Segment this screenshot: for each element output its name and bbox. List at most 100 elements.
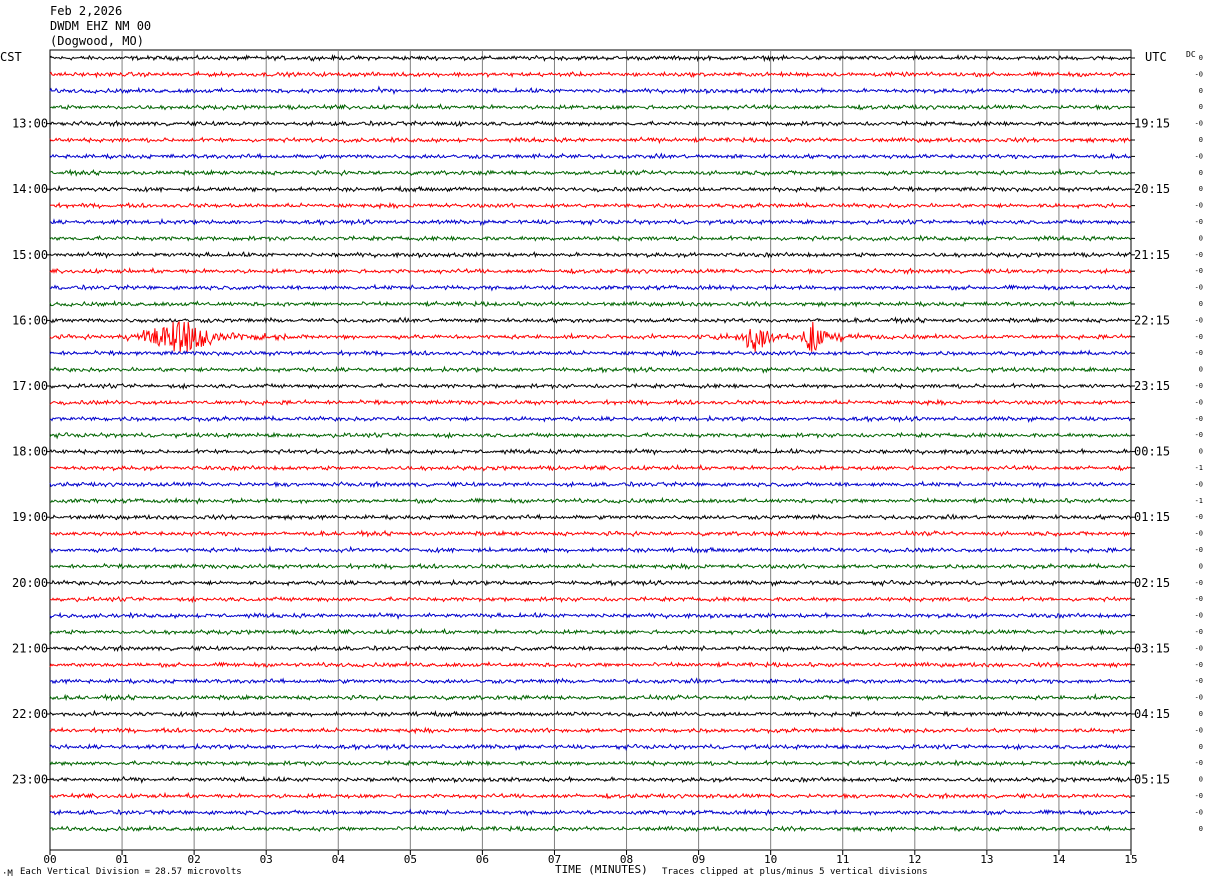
cst-hour-label: 21:00: [12, 641, 48, 655]
x-tick-label: 00: [43, 853, 56, 866]
dc-offset-label: -0: [1195, 431, 1203, 439]
cst-hour-label: 17:00: [12, 379, 48, 393]
x-tick-label: 06: [476, 853, 489, 866]
trace-line: [49, 791, 1131, 800]
trace-line: [49, 152, 1131, 161]
x-tick-label: 10: [764, 853, 777, 866]
trace-line: [49, 414, 1132, 424]
trace-line: [49, 496, 1131, 505]
cst-hour-label: 13:00: [12, 117, 48, 131]
utc-hour-label: 19:15: [1134, 117, 1170, 131]
trace-line: [49, 320, 1131, 352]
dc-offset-label: 0: [1199, 776, 1203, 784]
scale-label: Each Vertical Division =: [20, 867, 151, 877]
dc-offset-label: -0: [1195, 202, 1203, 210]
trace-line: [49, 119, 1131, 128]
trace-line: [50, 644, 1131, 653]
trace-line: [49, 775, 1131, 784]
trace-line: [49, 283, 1131, 292]
x-tick-label: 12: [908, 853, 921, 866]
dc-offset-label: -0: [1195, 120, 1203, 128]
dc-offset-label: -0: [1195, 546, 1203, 554]
trace-line: [49, 447, 1131, 456]
trace-line: [49, 316, 1131, 325]
x-tick-label: 03: [260, 853, 273, 866]
trace-line: [49, 824, 1131, 833]
dc-offset-label: -0: [1195, 349, 1203, 357]
trace-line: [49, 250, 1131, 260]
trace-line: [49, 234, 1132, 243]
trace-line: [49, 168, 1131, 177]
trace-line: [49, 185, 1131, 194]
utc-hour-label: 01:15: [1134, 510, 1170, 524]
trace-line: [49, 136, 1131, 145]
dc-offset-label: 0: [1199, 103, 1203, 111]
trace-line: [49, 742, 1131, 752]
cst-hour-label: 22:00: [12, 707, 48, 721]
dc-offset-label: -0: [1195, 333, 1203, 341]
dc-offset-label: -0: [1195, 70, 1203, 78]
dc-offset-label: 0: [1199, 54, 1203, 62]
dc-offset-label: -0: [1195, 612, 1203, 620]
dc-offset-label: 0: [1199, 136, 1203, 144]
trace-line: [49, 266, 1132, 275]
dc-offset-label: -0: [1195, 792, 1203, 800]
dc-axis-title: DC: [1186, 50, 1196, 59]
trace-line: [49, 808, 1131, 817]
utc-hour-label: 05:15: [1134, 773, 1170, 787]
clip-note: Traces clipped at plus/minus 5 vertical …: [662, 867, 928, 877]
dc-offset-label: -0: [1195, 677, 1203, 685]
utc-hour-label: 00:15: [1134, 445, 1170, 459]
dc-offset-label: 0: [1199, 825, 1203, 833]
x-axis-title: TIME (MINUTES): [555, 863, 648, 876]
x-tick-label: 15: [1124, 853, 1137, 866]
trace-line: [49, 480, 1131, 489]
dc-offset-label: -0: [1195, 579, 1203, 587]
trace-line: [49, 660, 1131, 669]
dc-offset-label: 0: [1199, 234, 1203, 242]
trace-line: [49, 627, 1131, 636]
x-tick-label: 13: [980, 853, 993, 866]
dc-offset-label: -0: [1195, 152, 1203, 160]
trace-line: [49, 463, 1131, 472]
x-tick-label: 09: [692, 853, 705, 866]
trace-line: [49, 382, 1132, 391]
dc-offset-label: -1: [1195, 464, 1203, 472]
dc-offset-label: 0: [1199, 185, 1203, 193]
dc-offset-label: -0: [1195, 382, 1203, 390]
dc-offset-label: -0: [1195, 644, 1203, 652]
dc-offset-label: 0: [1199, 87, 1203, 95]
cst-axis-title: CST: [0, 50, 22, 64]
utc-hour-label: 03:15: [1134, 641, 1170, 655]
utc-axis-title: UTC: [1145, 50, 1167, 64]
trace-line: [49, 595, 1131, 604]
x-tick-label: 01: [115, 853, 128, 866]
dc-offset-label: 0: [1199, 710, 1203, 718]
dc-offset-label: -0: [1195, 480, 1203, 488]
dc-offset-label: -0: [1195, 694, 1203, 702]
cst-hour-label: 14:00: [12, 182, 48, 196]
dc-offset-label: -0: [1195, 398, 1203, 406]
trace-line: [49, 217, 1132, 227]
trace-line: [49, 529, 1131, 538]
utc-hour-label: 20:15: [1134, 182, 1170, 196]
dc-offset-label: 0: [1199, 448, 1203, 456]
dc-offset-label: -0: [1195, 759, 1203, 767]
x-tick-label: 04: [332, 853, 346, 866]
trace-line: [49, 545, 1132, 554]
corner-mark: ·M: [2, 869, 13, 879]
cst-hour-label: 18:00: [12, 445, 48, 459]
trace-line: [49, 709, 1131, 718]
trace-line: [49, 677, 1131, 685]
cst-hour-label: 19:00: [12, 510, 48, 524]
dc-offset-label: 0: [1199, 169, 1203, 177]
dc-offset-label: -0: [1195, 808, 1203, 816]
trace-line: [49, 201, 1131, 210]
trace-line: [49, 53, 1131, 63]
dc-offset-label: -0: [1195, 218, 1203, 226]
trace-line: [49, 726, 1131, 735]
dc-offset-label: -0: [1195, 726, 1203, 734]
trace-line: [49, 759, 1132, 768]
dc-offset-label: -0: [1195, 251, 1203, 259]
